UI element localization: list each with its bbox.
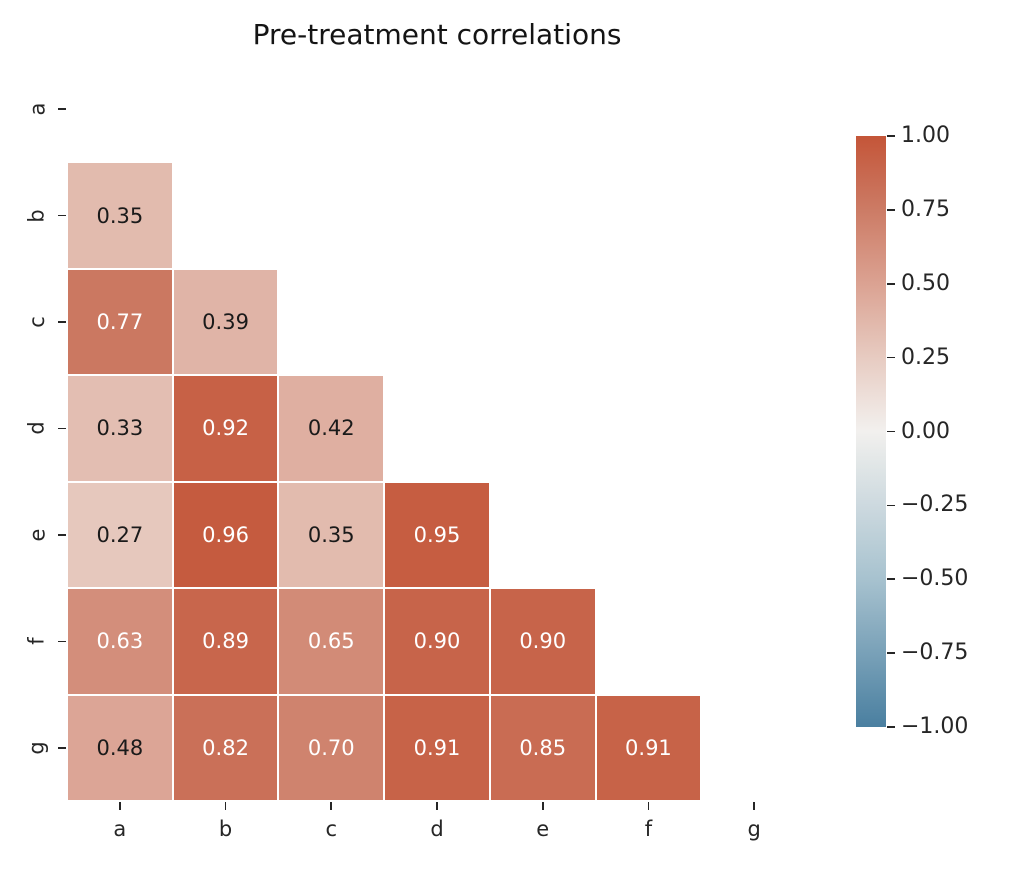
y-tick-label: b (22, 162, 52, 268)
heatmap-cell: 0.85 (489, 694, 596, 801)
x-tick-label: a (113, 817, 127, 841)
cell-value: 0.96 (202, 522, 249, 547)
cell-value: 0.91 (413, 735, 461, 760)
colorbar-tick-label: −0.50 (901, 566, 969, 592)
y-tick-label-text: g (25, 741, 49, 755)
heatmap-cell: 0.65 (278, 588, 385, 695)
cell-value: 0.77 (96, 310, 144, 335)
colorbar-tick-label: −0.75 (901, 640, 969, 666)
colorbar-tick-label: 1.00 (901, 123, 950, 148)
x-tick-label: g (747, 817, 761, 841)
heatmap-plot-area: 0.35 0.77 0.39 0.33 0.92 0.42 0.27 0.96 0.35 0.95… (67, 56, 807, 801)
y-tick-label: a (22, 56, 52, 162)
heatmap-cell: 0.90 (489, 588, 596, 695)
heatmap-cell: 0.39 (172, 268, 279, 376)
heatmap-cell: 0.33 (67, 375, 173, 482)
cell-value: 0.90 (519, 629, 567, 654)
cell-value: 0.70 (307, 735, 355, 760)
heatmap-cell: 0.90 (384, 588, 490, 695)
colorbar-tick-label: −1.00 (901, 714, 969, 739)
colorbar-tick-mark (887, 652, 895, 654)
x-tick-label: c (325, 817, 338, 841)
heatmap-cell: 0.48 (67, 694, 173, 801)
heatmap-cell: 0.95 (384, 481, 490, 589)
colorbar-tick-mark (887, 135, 895, 137)
x-tick-mark (119, 802, 121, 810)
heatmap-cell: 0.92 (172, 375, 279, 482)
cell-value: 0.95 (413, 522, 461, 547)
colorbar-tick-label: 0.00 (901, 418, 950, 444)
y-tick-label: e (22, 482, 52, 588)
heatmap-cell: 0.89 (172, 588, 279, 695)
colorbar-tick-label: 0.25 (901, 344, 950, 370)
heatmap-cell: 0.35 (67, 162, 173, 269)
heatmap-cell: 0.70 (278, 694, 385, 801)
y-tick-label-text: b (25, 208, 49, 223)
y-tick-label-text: a (25, 102, 49, 116)
x-tick-label: f (644, 817, 653, 841)
x-tick-mark (753, 802, 755, 810)
y-tick-label: g (22, 695, 52, 801)
heatmap-cell: 0.42 (278, 375, 385, 482)
y-tick-label-text: f (25, 637, 49, 646)
heatmap-cell: 0.27 (67, 481, 173, 589)
colorbar-tick-label: 0.50 (901, 270, 950, 296)
y-tick-label: f (22, 588, 52, 694)
cell-value: 0.82 (202, 735, 249, 760)
colorbar-tick-label: 0.75 (901, 196, 950, 222)
x-tick-mark (647, 802, 650, 810)
cell-value: 0.92 (202, 416, 249, 441)
x-tick-mark (224, 802, 227, 810)
y-tick-label: d (22, 375, 52, 481)
y-tick-mark (58, 321, 66, 323)
cell-value: 0.42 (307, 416, 355, 441)
cell-value: 0.90 (413, 629, 461, 654)
colorbar-tick-mark (887, 578, 895, 581)
cell-value: 0.89 (202, 629, 249, 654)
y-tick-mark (58, 640, 66, 643)
chart-title: Pre-treatment correlations (252, 18, 622, 51)
x-tick-mark (436, 802, 438, 810)
colorbar-tick-mark (887, 504, 895, 507)
colorbar-tick-mark (887, 356, 895, 359)
x-tick-label: b (218, 817, 233, 841)
y-tick-mark (58, 214, 66, 217)
heatmap-cell: 0.63 (67, 588, 173, 695)
cell-value: 0.35 (307, 522, 355, 547)
heatmap-cell: 0.91 (595, 694, 702, 801)
cell-value: 0.91 (625, 735, 672, 760)
cell-value: 0.65 (307, 629, 355, 654)
x-tick-mark (330, 802, 333, 810)
cell-value: 0.33 (96, 416, 144, 441)
y-tick-mark (58, 534, 66, 536)
cell-value: 0.85 (519, 735, 567, 760)
colorbar-tick-mark (887, 209, 895, 211)
colorbar-tick-label: −0.25 (901, 492, 969, 518)
cell-value: 0.27 (96, 522, 144, 547)
y-tick-mark (58, 746, 66, 749)
y-tick-label-text: d (25, 421, 49, 436)
x-tick-mark (541, 802, 544, 810)
cell-value: 0.39 (202, 310, 249, 335)
cell-value: 0.63 (96, 629, 144, 654)
y-tick-label-text: e (24, 528, 49, 542)
colorbar-tick-mark (887, 726, 895, 728)
y-tick-mark (58, 108, 66, 110)
y-tick-label: c (22, 269, 52, 375)
colorbar (856, 136, 886, 727)
x-tick-label: d (430, 817, 444, 841)
cell-value: 0.48 (96, 735, 144, 760)
colorbar-tick-mark (887, 430, 895, 433)
heatmap-cell: 0.91 (384, 694, 490, 801)
x-tick-label: e (536, 817, 550, 841)
y-tick-mark (58, 427, 66, 430)
colorbar-tick-mark (887, 282, 895, 285)
heatmap-cell: 0.77 (67, 268, 173, 376)
heatmap-cell: 0.96 (172, 481, 279, 589)
y-tick-label-text: c (24, 316, 49, 328)
heatmap-cell: 0.35 (278, 481, 385, 589)
heatmap-cell: 0.82 (172, 694, 279, 801)
cell-value: 0.35 (96, 203, 144, 228)
